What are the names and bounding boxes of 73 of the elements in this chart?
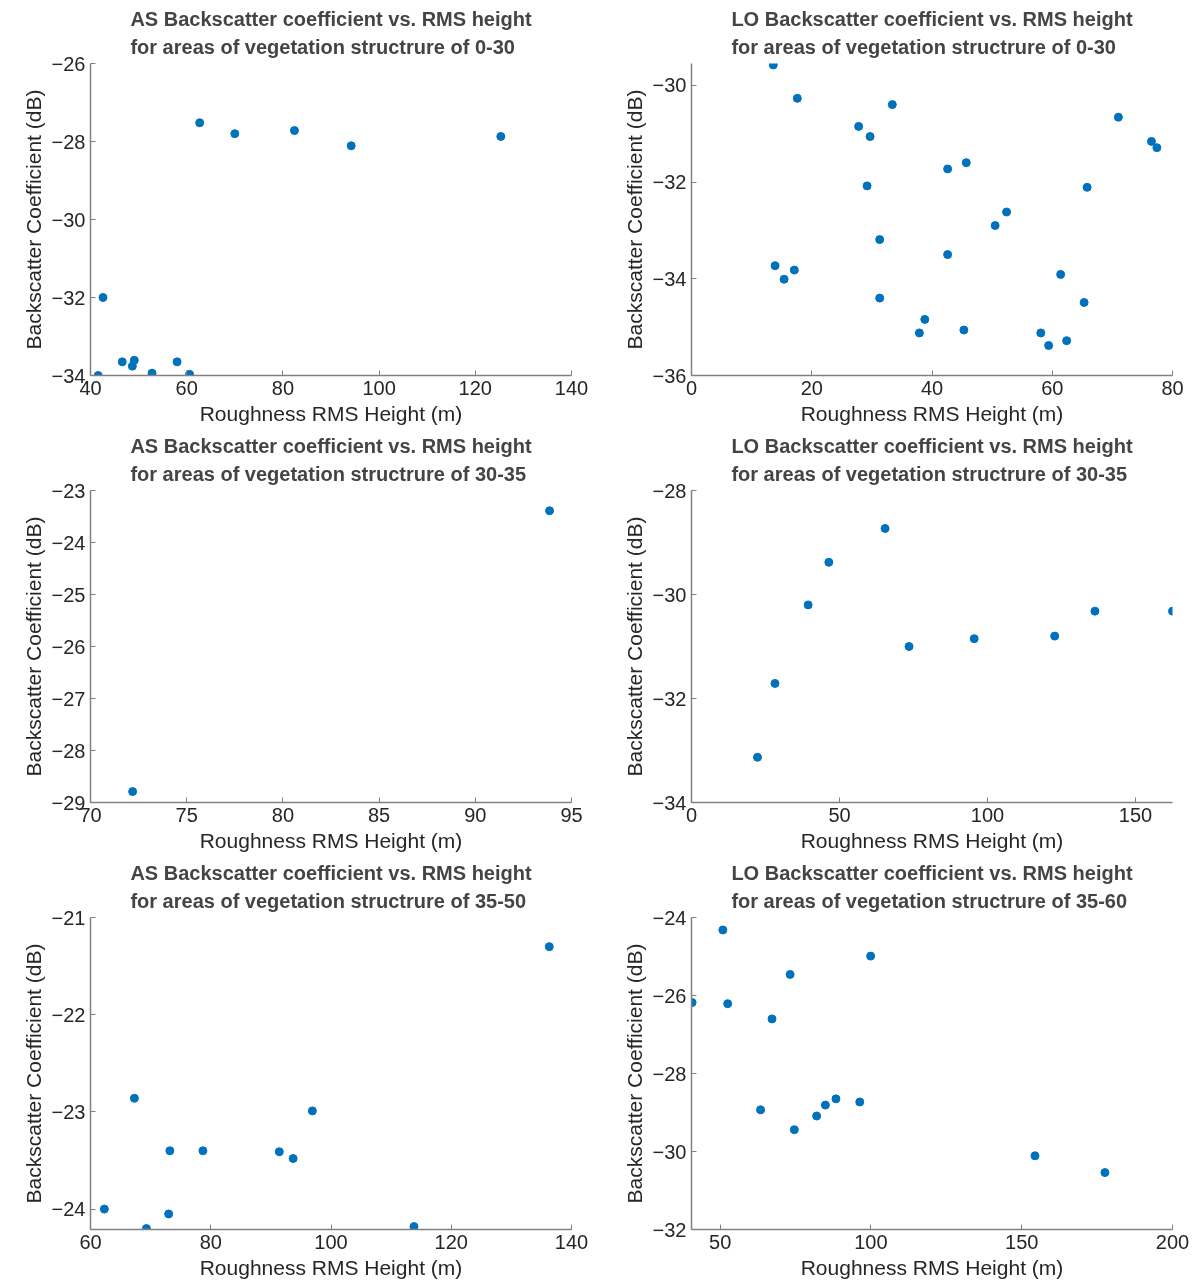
y-tick-label: −23 (51, 479, 86, 502)
x-tick-label: 120 (434, 1230, 468, 1253)
y-tick-label: −32 (652, 1218, 687, 1241)
y-tick-label: −21 (51, 906, 86, 929)
x-tick-label: 200 (1155, 1230, 1190, 1253)
x-tick-label: 60 (175, 376, 198, 399)
y-tick-label: −28 (652, 1062, 687, 1085)
x-tick-label: 100 (970, 803, 1005, 826)
x-tick-label: 40 (920, 376, 944, 399)
x-tick-label: 50 (709, 1230, 732, 1253)
x-tick-label: 80 (199, 1230, 222, 1253)
y-tick-label: −32 (652, 171, 687, 194)
chart-title: AS Backscatter coefficient vs. RMS height for areas of vegetation structrure of 30-35 (130, 434, 532, 486)
y-tick-label: −24 (51, 1198, 86, 1221)
y-tick-label: −30 (652, 74, 687, 97)
x-tick-label: 140 (554, 376, 589, 399)
y-tick-label: −23 (51, 1100, 86, 1123)
x-tick-label: 100 (362, 376, 396, 399)
y-tick-label: −28 (51, 130, 86, 153)
y-tick-label: −26 (51, 52, 86, 75)
x-tick-label: 80 (271, 803, 295, 826)
x-tick-label: 80 (1161, 376, 1184, 399)
x-tick-label: 90 (464, 803, 487, 826)
y-tick-label: −28 (51, 739, 86, 762)
y-tick-label: −34 (652, 791, 687, 814)
y-tick-label: −27 (51, 687, 86, 710)
chart-title: LO Backscatter coefficient vs. RMS height for areas of vegetation structrure of 35-60 (731, 861, 1133, 913)
x-tick-label: 120 (458, 376, 492, 399)
x-tick-label: 140 (554, 1230, 589, 1253)
x-tick-label: 50 (828, 803, 851, 826)
x-tick-label: 20 (800, 376, 823, 399)
y-axis-title: Backscatter Coefficient (dB) (622, 516, 646, 777)
x-tick-label: 100 (854, 1230, 888, 1253)
y-tick-label: −36 (652, 364, 687, 387)
y-tick-label: −30 (51, 208, 86, 231)
x-axis-title: Roughness RMS Height (m) (199, 1255, 463, 1279)
x-tick-label: 150 (1005, 1230, 1039, 1253)
y-tick-label: −32 (51, 286, 86, 309)
y-tick-label: −28 (652, 479, 687, 502)
chart-title: AS Backscatter coefficient vs. RMS height for areas of vegetation structrure of 35-50 (130, 861, 532, 913)
chart-title: LO Backscatter coefficient vs. RMS height for areas of vegetation structrure of 30-35 (731, 434, 1133, 486)
x-tick-label: 85 (367, 803, 391, 826)
y-tick-label: −34 (652, 267, 687, 290)
y-tick-label: −32 (652, 687, 687, 710)
x-tick-label: 150 (1118, 803, 1153, 826)
y-tick-label: −24 (652, 906, 687, 929)
x-tick-label: 80 (271, 376, 295, 399)
y-axis-title: Backscatter Coefficient (dB) (622, 943, 646, 1204)
y-tick-label: −26 (51, 635, 86, 658)
x-tick-label: 100 (314, 1230, 348, 1253)
x-tick-label: 0 (685, 376, 698, 399)
x-axis-title: Roughness RMS Height (m) (800, 828, 1064, 852)
x-tick-label: 0 (685, 803, 698, 826)
y-tick-label: −30 (652, 583, 687, 606)
y-tick-label: −25 (51, 583, 86, 606)
y-tick-label: −26 (652, 984, 687, 1007)
y-tick-label: −22 (51, 1003, 86, 1026)
y-axis-title: Backscatter Coefficient (dB) (622, 89, 646, 350)
y-axis-title: Backscatter Coefficient (dB) (21, 943, 45, 1204)
x-axis-title: Roughness RMS Height (m) (800, 1255, 1064, 1279)
y-tick-label: −24 (51, 531, 86, 554)
y-axis-title: Backscatter Coefficient (dB) (21, 89, 45, 350)
chart-title: AS Backscatter coefficient vs. RMS height for areas of vegetation structrure of 0-30 (130, 7, 532, 59)
x-tick-label: 95 (560, 803, 583, 826)
x-axis-title: Roughness RMS Height (m) (199, 828, 463, 852)
x-tick-label: 75 (175, 803, 198, 826)
x-axis-title: Roughness RMS Height (m) (800, 401, 1064, 425)
y-axis-title: Backscatter Coefficient (dB) (21, 516, 45, 777)
chart-title: LO Backscatter coefficient vs. RMS height for areas of vegetation structrure of 0-30 (731, 7, 1133, 59)
x-axis-title: Roughness RMS Height (m) (199, 401, 463, 425)
x-tick-label: 60 (79, 1230, 102, 1253)
x-tick-label: 60 (1041, 376, 1064, 399)
y-tick-label: −30 (652, 1140, 687, 1163)
